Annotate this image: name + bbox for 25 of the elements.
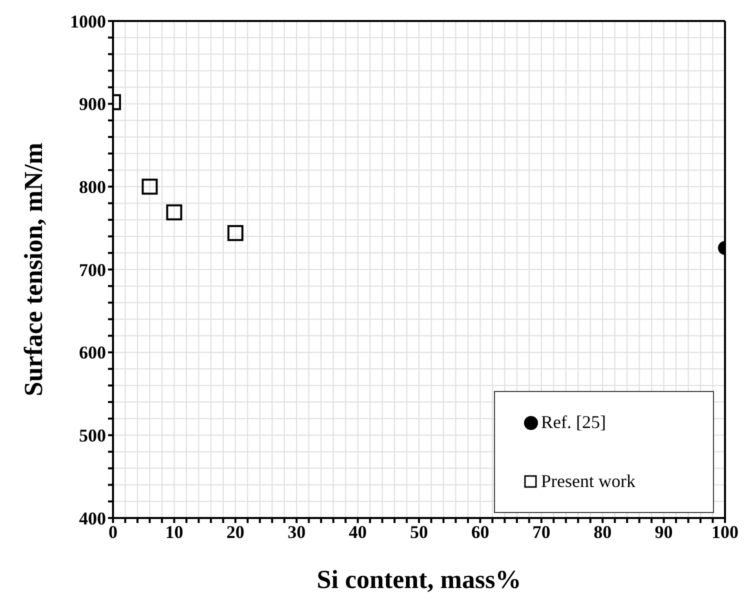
x-tick-label: 70 xyxy=(532,522,550,542)
x-tick-label: 100 xyxy=(712,522,738,542)
legend-label: Present work xyxy=(541,471,636,492)
x-tick-label: 50 xyxy=(410,522,428,542)
point xyxy=(227,225,244,242)
y-axis-title: Surface tension, mN/m xyxy=(19,142,48,396)
y-tick-label: 400 xyxy=(79,508,106,528)
x-tick-label: 10 xyxy=(165,522,184,542)
y-tick-label: 1000 xyxy=(70,11,106,32)
x-tick-label: 30 xyxy=(288,522,306,542)
x-tick-label: 90 xyxy=(654,522,673,542)
x-tick-label: 20 xyxy=(226,522,244,542)
y-tick-label: 700 xyxy=(79,260,106,280)
point xyxy=(142,178,158,195)
x-tick-label: 80 xyxy=(594,522,612,542)
y-tick-label: 600 xyxy=(79,342,106,363)
y-tick-label: 800 xyxy=(79,177,106,198)
x-axis-title: Si content, mass% xyxy=(316,565,522,594)
y-tick-label: 500 xyxy=(79,426,106,446)
x-tick-label: 60 xyxy=(471,522,490,542)
x-tick-label: 0 xyxy=(108,522,118,542)
y-tick-label: 900 xyxy=(79,94,106,114)
x-tick-label: 40 xyxy=(348,522,367,542)
point xyxy=(166,204,182,220)
legend-label: Ref. [25] xyxy=(541,412,606,433)
